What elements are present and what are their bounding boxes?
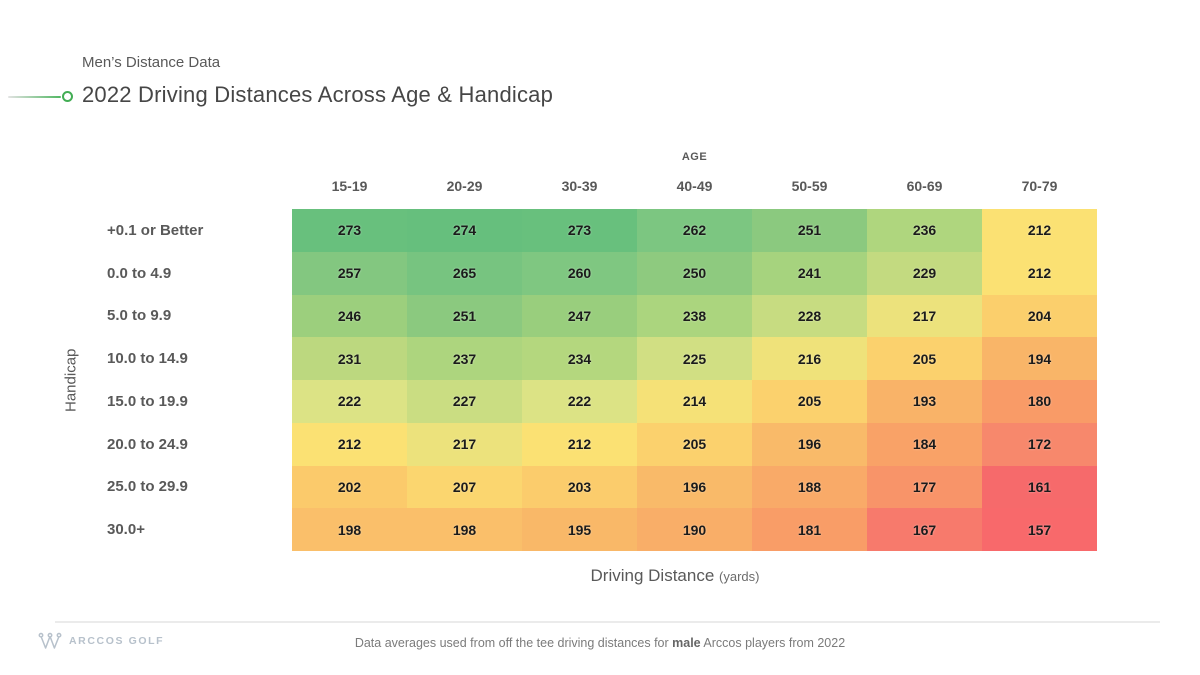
footer-note-prefix: Data averages used from off the tee driv… — [354, 636, 673, 650]
footer-note: Data averages used from off the tee driv… — [0, 636, 1200, 650]
row-label: 30.0+ — [107, 521, 145, 539]
heatmap-cell: 225 — [637, 337, 752, 380]
heatmap-cell: 212 — [522, 422, 637, 466]
heatmap-cell: 203 — [522, 465, 637, 509]
heatmap-cell: 273 — [522, 209, 637, 252]
heatmap-cell: 250 — [637, 251, 752, 295]
heatmap-cell: 196 — [752, 422, 867, 466]
subtitle: Men’s Distance Data — [82, 54, 221, 71]
heatmap-cell: 196 — [637, 465, 752, 509]
heatmap-cell: 214 — [637, 380, 752, 423]
column-header: 15-19 — [331, 178, 368, 194]
heatmap-cell: 257 — [292, 251, 407, 295]
column-header: 60-69 — [906, 178, 943, 194]
footer-note-bold: male — [672, 636, 701, 650]
heatmap-cell: 180 — [982, 380, 1097, 423]
heatmap-cell: 251 — [407, 294, 522, 338]
heatmap-cell: 246 — [292, 294, 407, 338]
heatmap-cell: 262 — [637, 209, 752, 252]
brand-logo: ARCCOS GOLF — [38, 632, 164, 650]
heatmap-cell: 238 — [637, 294, 752, 338]
column-header: 50-59 — [791, 178, 828, 194]
heatmap-cell: 273 — [292, 209, 407, 252]
x-axis-label: Driving Distance (yards) — [270, 566, 1080, 586]
y-axis-label: Handicap — [62, 348, 80, 412]
heatmap-cell: 194 — [982, 337, 1097, 380]
heatmap-cell: 195 — [522, 508, 637, 551]
heatmap-cell: 190 — [637, 508, 752, 551]
arccos-logo-icon — [38, 632, 62, 649]
tee-line-icon — [8, 96, 61, 98]
heatmap-cell: 241 — [752, 251, 867, 295]
heatmap-cell: 236 — [867, 209, 982, 252]
row-label: 10.0 to 14.9 — [107, 350, 188, 368]
heatmap-cell: 260 — [522, 251, 637, 295]
column-header: 70-79 — [1021, 178, 1058, 194]
column-header: 30-39 — [561, 178, 598, 194]
heatmap-cell: 237 — [407, 337, 522, 380]
heatmap-cell: 198 — [407, 508, 522, 551]
heatmap-cell: 177 — [867, 465, 982, 509]
heatmap-cell: 204 — [982, 294, 1097, 338]
heatmap-cell: 193 — [867, 380, 982, 423]
heatmap-cell: 212 — [982, 251, 1097, 295]
brand-name: ARCCOS GOLF — [69, 635, 165, 647]
heatmap-cell: 181 — [752, 508, 867, 551]
heatmap-cell: 247 — [522, 294, 637, 338]
row-label: 0.0 to 4.9 — [107, 264, 172, 282]
heatmap-cell: 222 — [522, 380, 637, 423]
heatmap-cell: 157 — [982, 508, 1097, 551]
row-label: +0.1 or Better — [107, 221, 204, 239]
row-labels: +0.1 or Better 0.0 to 4.9 5.0 to 9.9 10.0 t… — [107, 209, 203, 551]
heatmap-cell: 229 — [867, 251, 982, 295]
heatmap-cell: 167 — [867, 508, 982, 551]
heatmap-cell: 274 — [407, 209, 522, 252]
age-group-label: AGE — [681, 151, 708, 163]
heatmap-cell: 205 — [752, 380, 867, 423]
heatmap-cell: 217 — [407, 422, 522, 466]
heatmap-cell: 161 — [982, 465, 1097, 509]
heatmap-cell: 202 — [292, 465, 407, 509]
heatmap-cell: 205 — [867, 337, 982, 380]
heatmap-cell: 216 — [752, 337, 867, 380]
heatmap-cell: 231 — [292, 337, 407, 380]
x-axis-unit: (yards) — [719, 569, 760, 584]
column-header: 20-29 — [446, 178, 483, 194]
heatmap-cell: 265 — [407, 251, 522, 295]
heatmap-cell: 251 — [752, 209, 867, 252]
column-headers: 15-19 20-29 30-39 40-49 50-59 60-69 70-79 — [292, 174, 1097, 198]
heatmap-cell: 234 — [522, 337, 637, 380]
heatmap-cell: 212 — [982, 209, 1097, 252]
page-title: 2022 Driving Distances Across Age & Hand… — [82, 82, 554, 107]
x-axis-label-text: Driving Distance — [590, 566, 715, 585]
heatmap-cell: 188 — [752, 465, 867, 509]
heatmap-cell: 205 — [637, 422, 752, 466]
heatmap-cell: 227 — [407, 380, 522, 423]
column-header: 40-49 — [676, 178, 713, 194]
heatmap-cell: 228 — [752, 294, 867, 338]
footer-divider — [55, 621, 1160, 623]
heatmap-cell: 184 — [867, 422, 982, 466]
row-label: 5.0 to 9.9 — [107, 307, 172, 325]
tee-circle-icon — [62, 91, 73, 102]
row-label: 15.0 to 19.9 — [107, 392, 188, 410]
heatmap-cell: 217 — [867, 294, 982, 338]
heatmap-cell: 207 — [407, 465, 522, 509]
heatmap-cell: 212 — [292, 422, 407, 466]
heatmap: 273 274 273 262 251 236 212 257 265 260 250 241 229 2… — [292, 209, 1097, 551]
row-label: 20.0 to 24.9 — [107, 435, 188, 453]
row-label: 25.0 to 29.9 — [107, 478, 188, 496]
heatmap-cell: 198 — [292, 508, 407, 551]
heatmap-cell: 172 — [982, 422, 1097, 466]
heatmap-cell: 222 — [292, 380, 407, 423]
footer-note-suffix: Arccos players from 2022 — [700, 636, 846, 650]
